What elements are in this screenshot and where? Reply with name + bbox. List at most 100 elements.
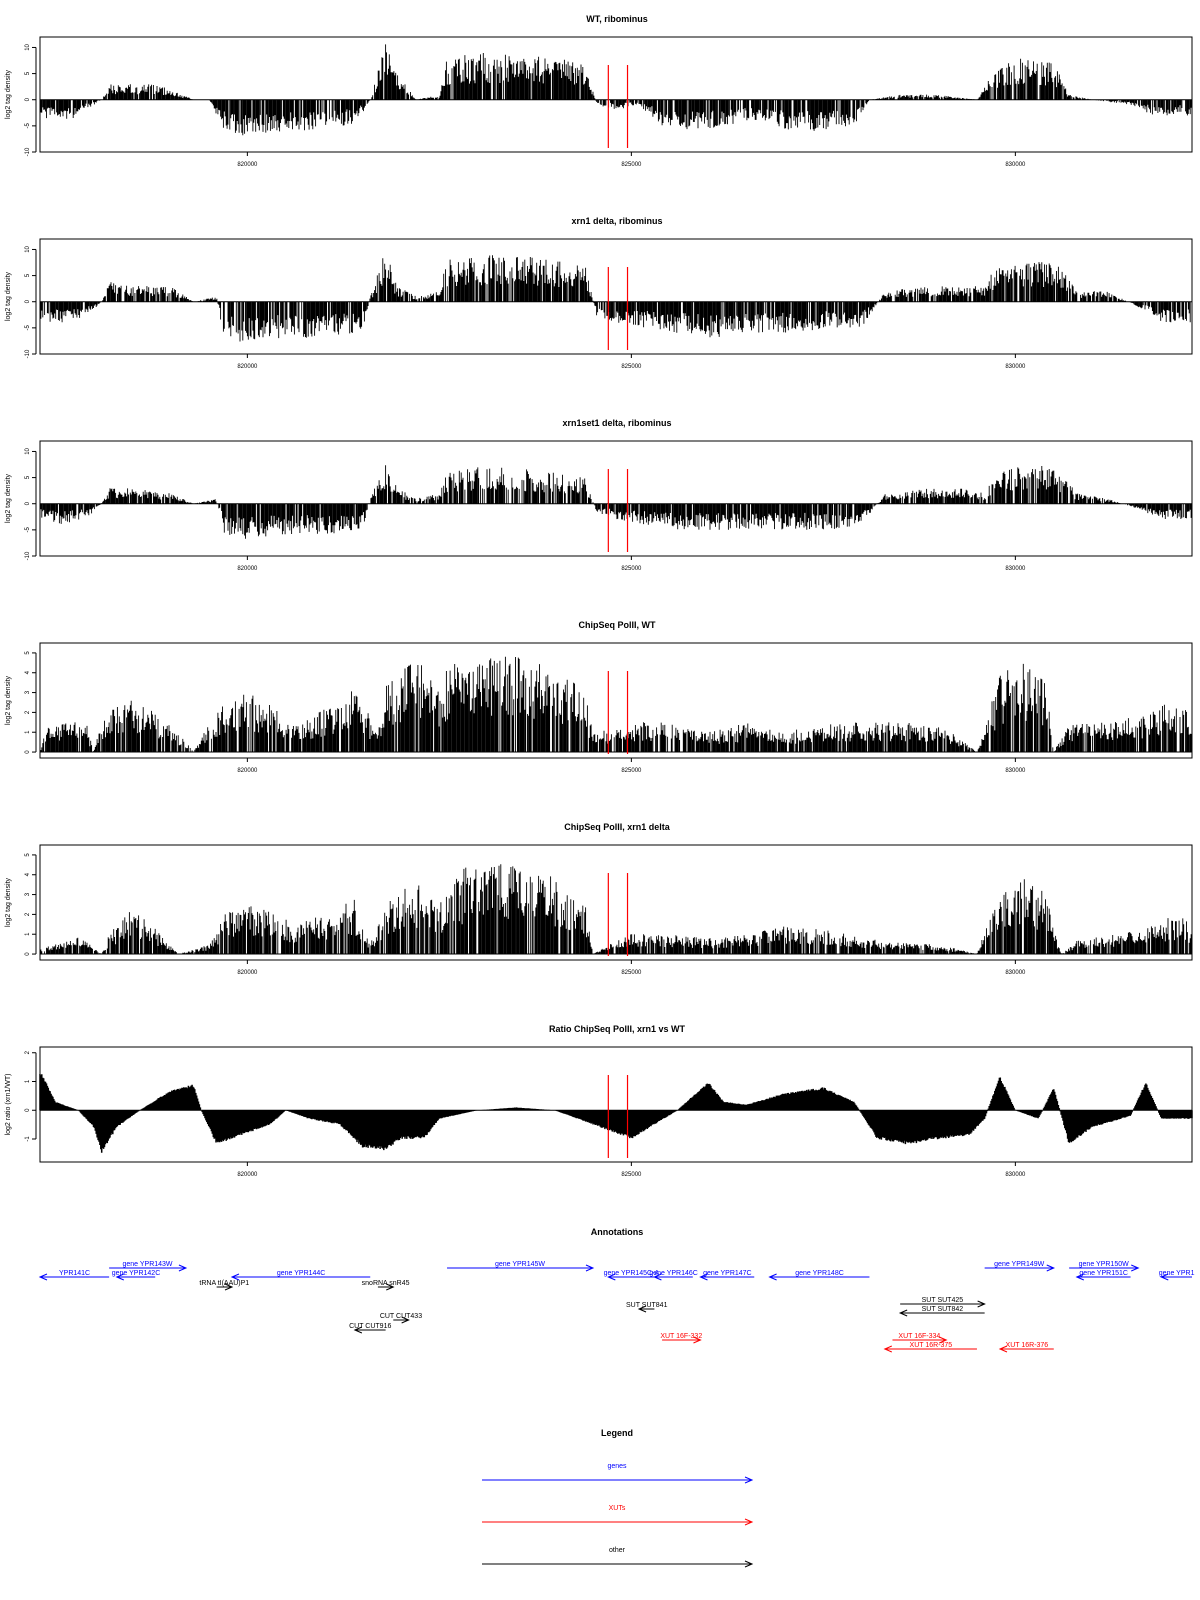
data-bars [39,1074,1193,1153]
arrow-head [898,1309,908,1317]
annotation-feature: SUT SUT425 [900,1297,986,1308]
x-tick-label: 830000 [1005,768,1026,774]
feature-label: gene YPR147C [703,1270,752,1277]
y-tick-label: 4 [25,872,31,876]
x-tick-label: 820000 [237,970,258,976]
panel-title: ChipSeq PolII, WT [579,620,656,630]
annotation-feature: XUT 16F-334 [892,1333,948,1344]
data-bars [39,465,1193,539]
y-tick-label: 0 [25,952,31,956]
legend-arrow-head [744,1560,754,1568]
y-tick-label: 1 [25,730,31,734]
y-tick-label: 5 [25,475,31,479]
y-tick-label: -10 [25,349,31,358]
legend-item: genes [482,1463,754,1484]
arrow-head [1046,1264,1056,1272]
feature-label: gene YPR151C [1079,1270,1128,1277]
feature-label: XUT 16F-334 [898,1333,940,1340]
y-tick-label: 10 [25,447,31,454]
y-tick-label: 4 [25,670,31,674]
legend-title: Legend [601,1428,633,1438]
x-tick-label: 830000 [1005,970,1026,976]
arrow-head [939,1336,948,1344]
feature-label: YPR141C [59,1270,90,1277]
arrow-head [1131,1264,1140,1272]
y-tick-label: 5 [25,273,31,277]
feature-label: CUT CUT916 [349,1323,391,1330]
annotations-title: Annotations [591,1227,644,1237]
track-panel: Ratio ChipSeq PolII, xrn1 vs WT log2 rati… [5,1024,1193,1178]
annotation-feature: gene YPR148C [768,1270,870,1281]
arrow-head [353,1326,363,1334]
feature-label: gene YPR145W [495,1261,545,1268]
x-tick-label: 830000 [1005,364,1026,370]
x-tick-label: 820000 [237,768,258,774]
arrow-head [178,1264,188,1272]
panel-frame [39,36,1193,153]
track-panel: ChipSeq PolII, WT log2 tag density 0 1 2 3 4 5 8… [5,620,1193,774]
y-tick-label: 0 [25,97,31,101]
panel-title: ChipSeq PolII, xrn1 delta [564,822,671,832]
annotation-feature: gene YPR151C [1075,1270,1131,1281]
x-tick-label: 825000 [621,970,642,976]
feature-label: gene YPR144C [277,1270,326,1277]
feature-label: gene YPR143W [122,1261,172,1268]
legend-label: other [609,1547,626,1554]
data-bars [39,864,1193,955]
annotation-feature: CUT CUT916 [349,1323,391,1334]
arrow-head [1075,1273,1084,1281]
arrow-head [699,1273,708,1281]
y-tick-label: 10 [25,43,31,50]
feature-label: snoRNA snR45 [362,1280,410,1287]
feature-label: gene YPR148C [795,1270,844,1277]
feature-label: tRNA tI(AAU)P1 [199,1280,249,1287]
x-tick-label: 825000 [621,768,642,774]
panel-frame [39,238,1193,355]
y-tick-label: 0 [25,299,31,303]
y-tick-label: 5 [25,651,31,655]
annotation-feature: XUT 16R-375 [883,1342,977,1353]
arrow-head [768,1273,777,1281]
y-axis-label: log2 tag density [5,69,12,119]
y-tick-label: 2 [25,1050,31,1054]
y-tick-label: 3 [25,690,31,694]
y-axis-label: log2 tag density [5,877,12,927]
track-panel: ChipSeq PolII, xrn1 delta log2 tag densit… [5,822,1193,976]
annotation-feature: XUT 16R-376 [998,1342,1054,1353]
arrow-head [637,1305,647,1313]
feature-label: SUT SUT425 [922,1297,964,1304]
panel-title: xrn1 delta, ribominus [571,216,662,226]
annotation-feature: gene YPR149W [984,1261,1056,1272]
panel-frame [39,440,1193,557]
y-axis-label: log2 tag density [5,675,12,725]
annotation-feature: gene YPR145C-A [604,1270,659,1281]
panel-frame [39,642,1193,759]
legend-item: XUTs [482,1505,754,1526]
feature-label: CUT CUT433 [380,1313,422,1320]
data-bars [39,44,1193,136]
arrow-head [607,1273,616,1281]
data-bars [40,255,1191,342]
x-tick-label: 825000 [621,364,642,370]
arrow-head [693,1336,702,1344]
legend-arrow-head [744,1476,754,1484]
x-tick-label: 820000 [237,364,258,370]
y-tick-label: 2 [25,912,31,916]
annotation-feature: gene YPR146C [649,1270,698,1281]
x-tick-label: 830000 [1005,566,1026,572]
arrow-head [401,1316,410,1324]
arrow-head [977,1300,986,1308]
x-tick-label: 825000 [621,1172,642,1178]
arrow-head [1160,1273,1169,1281]
x-tick-label: 825000 [621,566,642,572]
annotation-feature: gene YPR142C [112,1270,160,1281]
annotation-feature: YPR141C [38,1270,110,1281]
x-tick-label: 820000 [237,162,258,168]
x-tick-label: 830000 [1005,162,1026,168]
data-bars [40,656,1192,753]
arrow-head [115,1273,124,1281]
y-tick-label: -10 [25,147,31,156]
feature-label: XUT 16R-376 [1006,1342,1049,1349]
y-tick-label: 5 [25,853,31,857]
panel-frame [39,1046,1193,1163]
